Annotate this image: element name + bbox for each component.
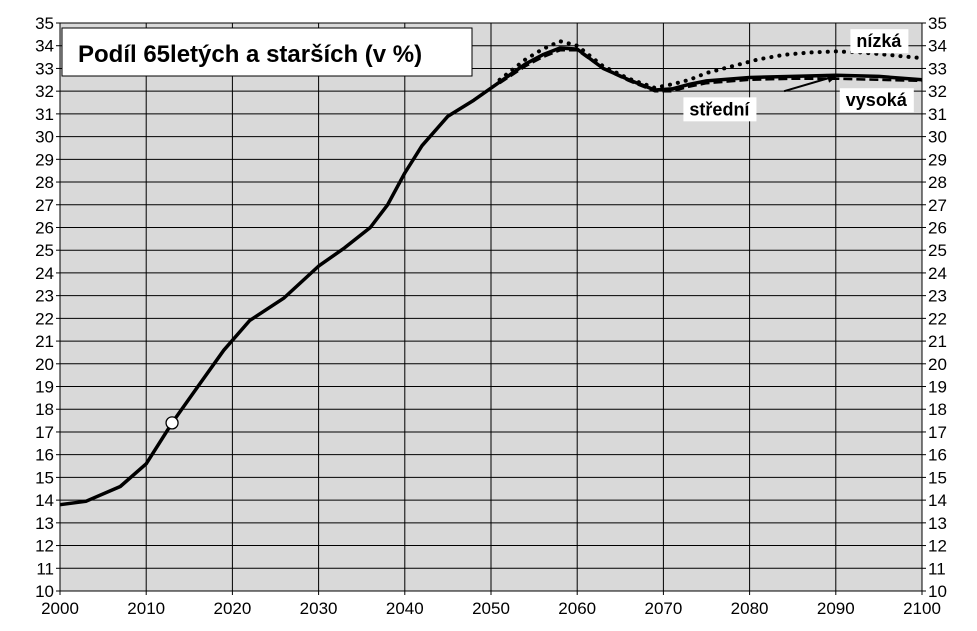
y-tick-label: 10 <box>35 582 54 601</box>
y-tick-label: 27 <box>35 196 54 215</box>
y-tick-label-right: 19 <box>928 378 947 397</box>
y-tick-label-right: 25 <box>928 241 947 260</box>
y-tick-label: 33 <box>35 59 54 78</box>
y-tick-label-right: 22 <box>928 309 947 328</box>
x-tick-label: 2040 <box>386 599 424 618</box>
series-group <box>59 39 924 507</box>
label-arrow-head <box>826 73 839 83</box>
y-tick-label: 32 <box>35 82 54 101</box>
y-tick-label-right: 29 <box>928 150 947 169</box>
y-tick-label-right: 26 <box>928 218 947 237</box>
y-tick-label: 23 <box>35 287 54 306</box>
series-labels: nízká střední vysoká <box>683 29 914 122</box>
series-label: vysoká <box>846 90 908 110</box>
y-tick-label: 28 <box>35 173 54 192</box>
y-tick-label: 11 <box>36 559 54 578</box>
x-tick-label: 2050 <box>472 599 510 618</box>
y-tick-label-right: 23 <box>928 287 947 306</box>
series-line-1 <box>497 39 924 90</box>
y-tick-label-right: 14 <box>928 491 947 510</box>
y-tick-label: 14 <box>35 491 54 510</box>
series-label-box <box>850 29 909 54</box>
y-tick-label: 25 <box>35 241 54 260</box>
y-tick-label: 34 <box>35 37 54 56</box>
y-tick-label: 19 <box>35 378 54 397</box>
y-tick-label: 22 <box>35 309 54 328</box>
y-tick-label-right: 13 <box>928 514 947 533</box>
x-tick-label: 2070 <box>644 599 682 618</box>
y-tick-label-right: 35 <box>928 14 947 33</box>
y-tick-label-right: 10 <box>928 582 947 601</box>
y-tick-label: 24 <box>35 264 54 283</box>
chart-title: Podíl 65letých a starších (v %) <box>78 41 422 68</box>
series-line-0 <box>59 46 923 507</box>
y-tick-label: 31 <box>35 105 54 124</box>
y-tick-label: 30 <box>35 128 54 147</box>
y-tick-label: 17 <box>35 423 54 442</box>
y-tick-label-right: 31 <box>928 105 947 124</box>
chart-title-box <box>61 27 473 77</box>
y-tick-label-right: 27 <box>928 196 947 215</box>
y-tick-label-right: 17 <box>928 423 947 442</box>
series-label: nízká <box>856 31 902 51</box>
y-tick-label: 18 <box>35 400 54 419</box>
x-tick-label: 2090 <box>817 599 855 618</box>
series-label: střední <box>689 99 750 119</box>
y-tick-label-right: 11 <box>928 559 946 578</box>
y-tick-label-right: 28 <box>928 173 947 192</box>
y-tick-label: 26 <box>35 218 54 237</box>
y-tick-label-right: 24 <box>928 264 947 283</box>
y-tick-label: 12 <box>35 537 54 556</box>
y-tick-label: 16 <box>35 446 54 465</box>
series-label-box <box>839 88 914 113</box>
y-tick-label: 20 <box>35 355 54 374</box>
y-tick-label-right: 16 <box>928 446 947 465</box>
y-tick-label-right: 33 <box>928 59 947 78</box>
y-tick-label: 15 <box>35 468 54 487</box>
y-tick-label: 29 <box>35 150 54 169</box>
x-tick-label: 2100 <box>903 599 941 618</box>
x-tick-label: 2080 <box>731 599 769 618</box>
x-tick-label: 2060 <box>558 599 596 618</box>
y-tick-label: 21 <box>35 332 54 351</box>
x-tick-label: 2030 <box>300 599 338 618</box>
x-tick-label: 2020 <box>213 599 251 618</box>
y-tick-label-right: 34 <box>928 37 947 56</box>
x-tick-label: 2000 <box>41 599 79 618</box>
y-tick-label-right: 18 <box>928 400 947 419</box>
y-tick-label-right: 15 <box>928 468 947 487</box>
y-axis-right-ticks: 10 11 12 13 14 15 16 17 18 19 20 21 22 23 24 25 26 27 28 29… <box>928 14 947 601</box>
current-value-marker <box>165 416 179 430</box>
plot-border <box>59 22 923 592</box>
x-axis-ticks: 2000 2010 2020 2030 2040 2050 2060 2070 2080 2090… <box>41 599 941 618</box>
y-tick-label: 35 <box>35 14 54 33</box>
y-tick-label-right: 30 <box>928 128 947 147</box>
chart-title-group: Podíl 65letých a starších (v %) <box>61 27 473 77</box>
y-tick-label-right: 32 <box>928 82 947 101</box>
y-tick-label-right: 12 <box>928 537 947 556</box>
x-tick-label: 2010 <box>127 599 165 618</box>
series-label-box <box>683 97 757 122</box>
y-axis-left-ticks: 10 11 12 13 14 15 16 17 18 19 20 21 22 23 24 25 26 27 28 29… <box>35 14 54 601</box>
y-tick-label: 13 <box>35 514 54 533</box>
y-tick-label-right: 20 <box>928 355 947 374</box>
y-tick-label-right: 21 <box>928 332 947 351</box>
